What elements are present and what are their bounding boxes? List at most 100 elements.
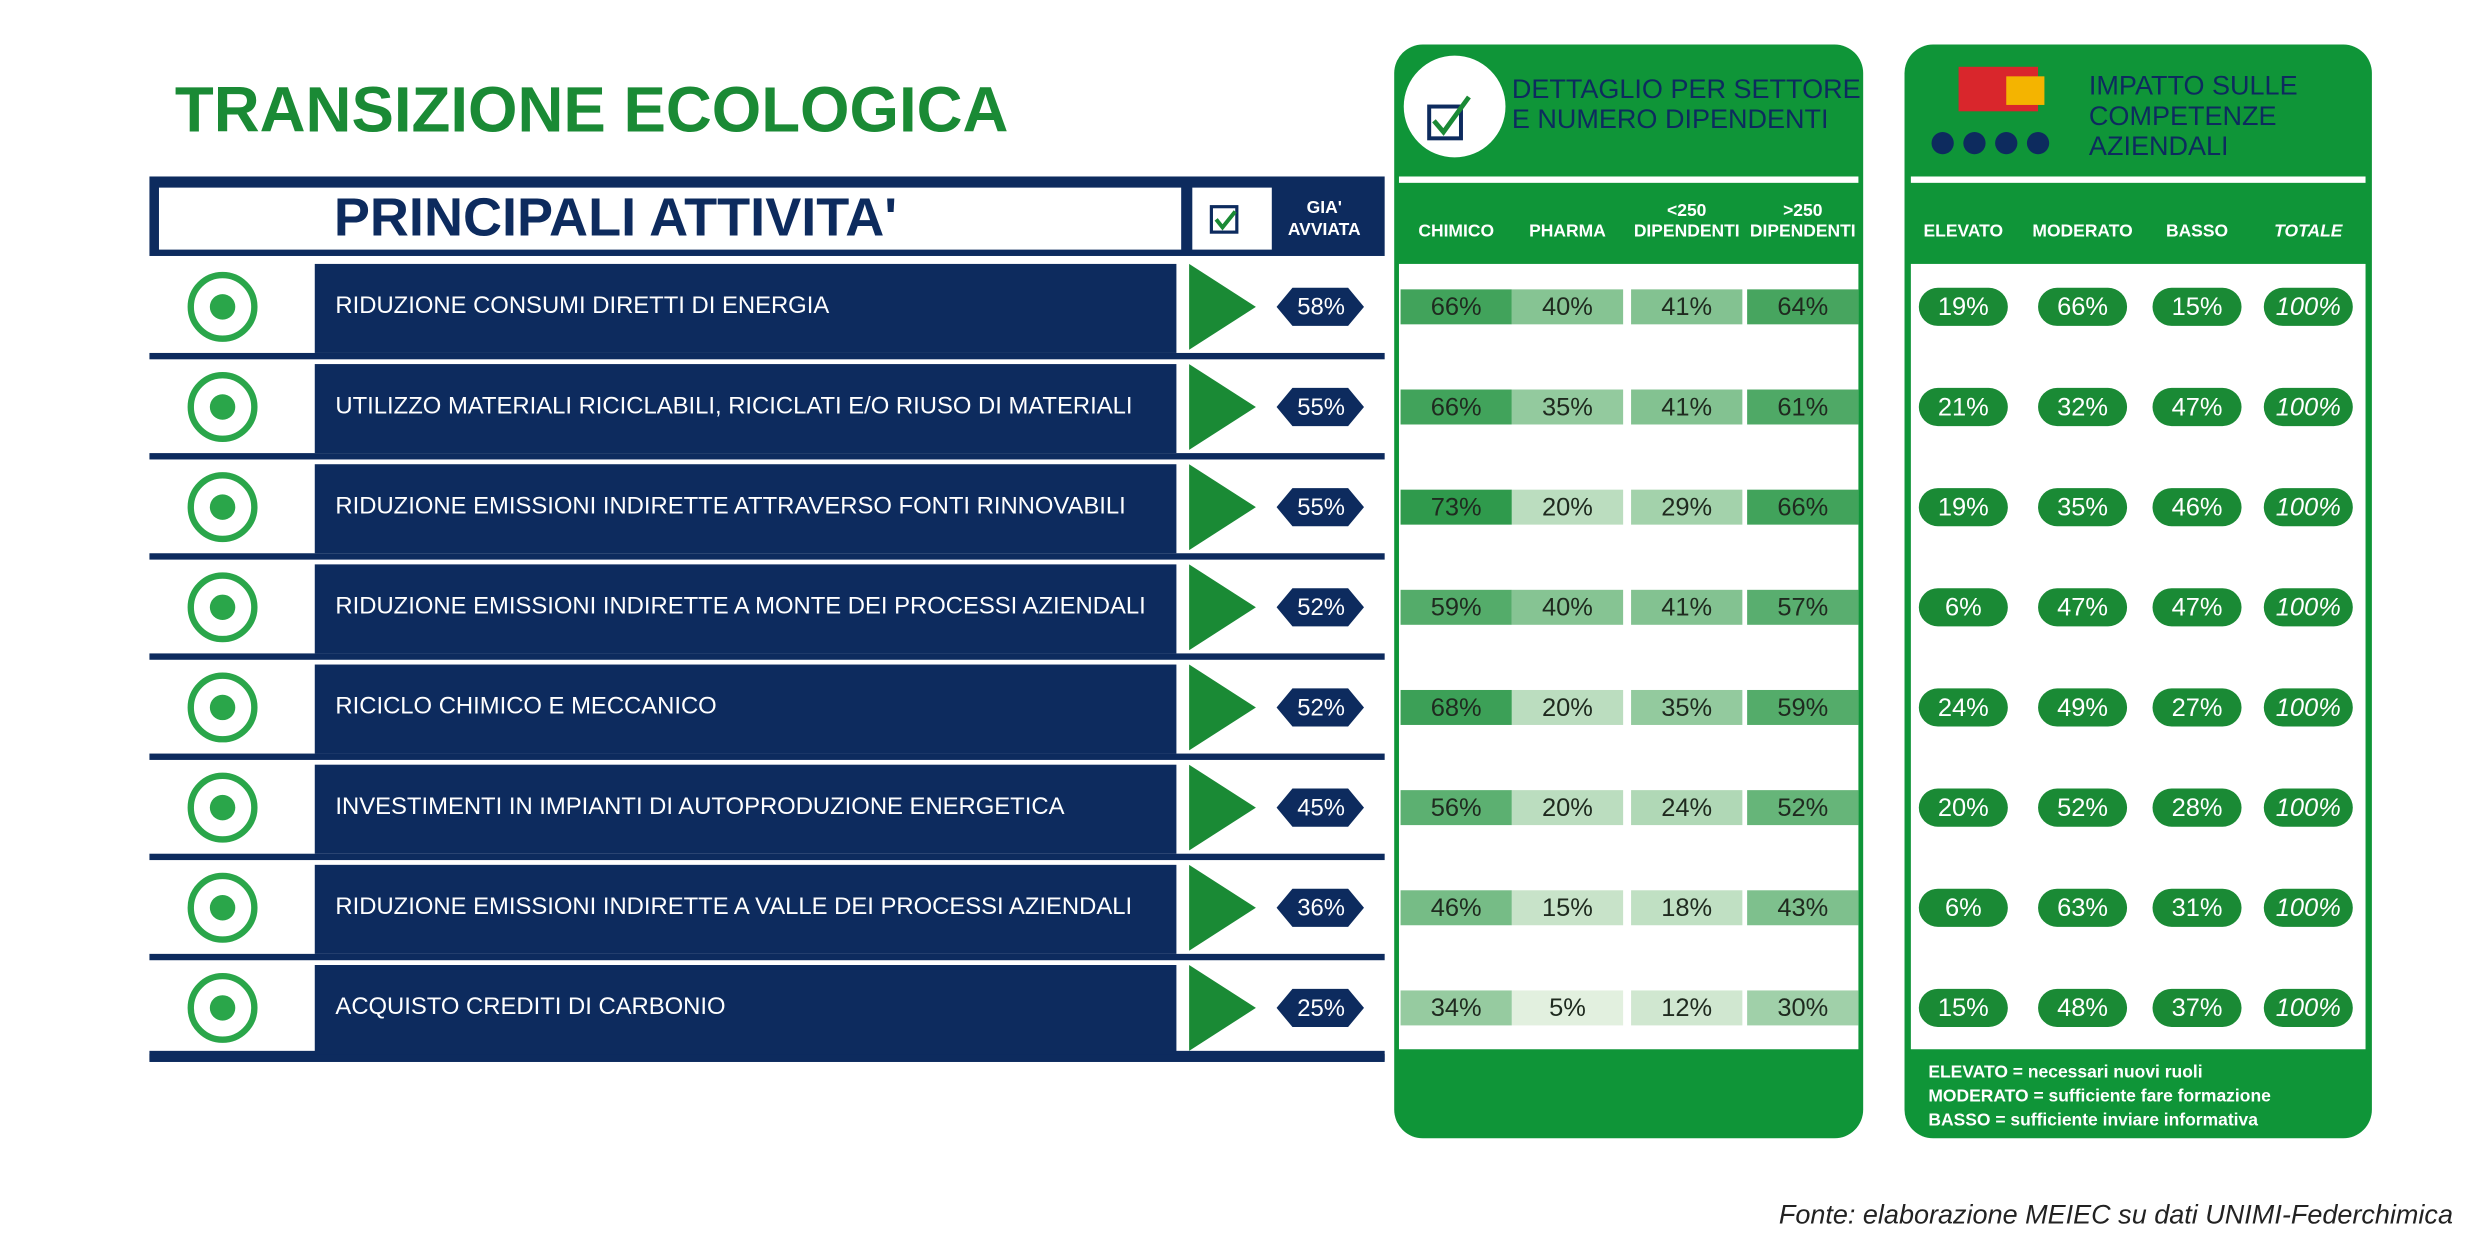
impact-value: 100% <box>2276 994 2341 1022</box>
impact-value: 19% <box>1938 493 1989 521</box>
started-badge <box>1276 888 1364 927</box>
activity-label: RIDUZIONE EMISSIONI INDIRETTE ATTRAVERSO… <box>335 492 1125 519</box>
impact-pill <box>1918 888 2008 927</box>
sector-cell <box>1747 489 1859 525</box>
started-badge <box>1276 688 1364 727</box>
row-rule <box>149 953 1385 961</box>
sector-cell <box>1400 689 1512 725</box>
sector-logo-check <box>1432 95 1471 136</box>
sector-cell <box>1511 890 1624 926</box>
activity-label: ACQUISTO CREDITI DI CARBONIO <box>335 993 725 1020</box>
started-badge <box>1276 488 1364 527</box>
row-icon-dot <box>209 494 236 520</box>
sector-value: 56% <box>1431 794 1482 822</box>
sector-cell <box>1631 890 1743 926</box>
impact-pill <box>2152 688 2242 727</box>
source: Fonte: elaborazione MEIEC su dati UNIMI-… <box>1779 1199 2453 1229</box>
row-bar <box>314 664 1177 754</box>
row-bar <box>314 263 1177 353</box>
sector-cell <box>1511 689 1624 725</box>
row-icon <box>187 472 258 543</box>
row-icon-dot <box>209 995 236 1021</box>
sector-value: 41% <box>1661 594 1712 622</box>
started-value: 55% <box>1297 394 1345 421</box>
sector-title: E NUMERO DIPENDENTI <box>1512 104 1829 134</box>
row-icon <box>187 572 258 643</box>
activity-label: INVESTIMENTI IN IMPIANTI DI AUTOPRODUZIO… <box>335 793 1064 820</box>
impact-value: 100% <box>2276 594 2341 622</box>
impact-value: 100% <box>2276 493 2341 521</box>
sector-value: 40% <box>1542 293 1593 321</box>
started-header: GIA' <box>1307 197 1342 217</box>
sector-value: 41% <box>1661 293 1712 321</box>
sector-cell <box>1747 890 1859 926</box>
impact-value: 100% <box>2276 393 2341 421</box>
impact-pill <box>2263 287 2353 326</box>
row-bar <box>314 364 1177 454</box>
sector-cell <box>1747 389 1859 425</box>
impact-value: 35% <box>2057 493 2108 521</box>
impact-value: 63% <box>2057 894 2108 922</box>
sector-value: 52% <box>1777 794 1828 822</box>
sector-value: 73% <box>1431 493 1482 521</box>
impact-pill <box>2263 888 2353 927</box>
sector-value: 35% <box>1542 393 1593 421</box>
sector-value: 59% <box>1777 694 1828 722</box>
row-rule <box>149 753 1385 760</box>
sector-value: 57% <box>1777 594 1828 622</box>
impact-pill <box>2263 688 2353 727</box>
impact-pill <box>1918 988 2008 1027</box>
sector-value: 40% <box>1542 594 1593 622</box>
sector-value: 5% <box>1549 994 1586 1022</box>
row-rule <box>149 453 1385 460</box>
sector-value: 66% <box>1431 293 1482 321</box>
arrow <box>1189 864 1256 951</box>
impact-pill <box>2038 888 2128 927</box>
row-rule <box>149 553 1385 560</box>
impact-illustration <box>2006 76 2045 105</box>
row-icon <box>187 372 258 442</box>
sector-value: 30% <box>1777 994 1828 1022</box>
impact-value: 24% <box>1938 694 1989 722</box>
started-badge <box>1276 287 1364 326</box>
started-value: 25% <box>1297 995 1345 1022</box>
impact-value: 6% <box>1945 594 1982 622</box>
sector-value: 20% <box>1542 794 1593 822</box>
impact-value: 28% <box>2172 794 2223 822</box>
impact-value: 49% <box>2057 694 2108 722</box>
started-value: 45% <box>1297 795 1345 822</box>
panel-rule <box>1398 176 1859 183</box>
sector-value: 46% <box>1431 894 1482 922</box>
impact-pill <box>2038 688 2128 727</box>
impact-pill <box>2038 488 2128 527</box>
impact-value: 19% <box>1938 293 1989 321</box>
impact-value: 31% <box>2172 894 2223 922</box>
sector-value: 64% <box>1777 293 1828 321</box>
sector-cell <box>1631 990 1743 1026</box>
sector-cell <box>1631 689 1743 725</box>
sector-value: 66% <box>1777 493 1828 521</box>
row-icon-dot <box>209 694 236 721</box>
started-badge <box>1276 387 1364 427</box>
header-box <box>158 187 1182 250</box>
sector-cell <box>1400 790 1512 826</box>
impact-column-header: MODERATO <box>2032 221 2132 241</box>
sector-table-bg <box>1398 263 1859 1050</box>
impact-pill <box>1918 287 2008 326</box>
impact-value: 66% <box>2057 293 2108 321</box>
row-rule <box>149 1054 1385 1061</box>
legend-line: ELEVATO = necessari nuovi ruoli <box>1928 1062 2202 1082</box>
sector-column-header: DIPENDENTI <box>1750 221 1856 241</box>
sector-cell <box>1511 990 1624 1026</box>
activity-label: RIDUZIONE EMISSIONI INDIRETTE A MONTE DE… <box>335 593 1145 620</box>
arrow <box>1189 564 1256 651</box>
sector-value: 41% <box>1661 393 1712 421</box>
impact-value: 21% <box>1938 393 1989 421</box>
started-badge <box>1276 588 1364 627</box>
impact-title: COMPETENZE <box>2089 101 2277 131</box>
impact-table-bg <box>1910 263 2366 1050</box>
row-bar <box>314 464 1177 554</box>
impact-value: 15% <box>2172 293 2223 321</box>
impact-value: 20% <box>1938 794 1989 822</box>
